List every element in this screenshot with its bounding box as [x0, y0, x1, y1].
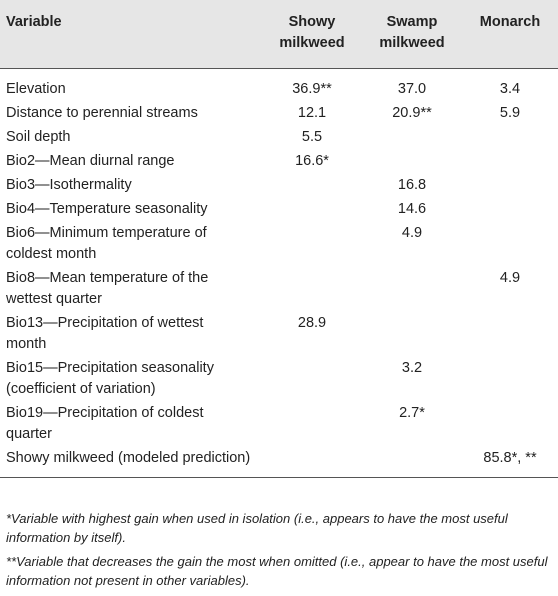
header-swamp-milkweed: Swamp milkweed [362, 0, 462, 69]
cell-monarch [462, 357, 558, 402]
cell-variable: Showy milkweed (modeled prediction) [0, 447, 262, 478]
header-monarch: Monarch [462, 0, 558, 69]
cell-showy: 28.9 [297, 315, 327, 331]
table-row: Bio19—Precipitation of coldest quarter 2… [0, 402, 558, 447]
cell-variable-line1: Bio13—Precipitation of wettest [6, 315, 204, 331]
table-row: Showy milkweed (modeled prediction) 85.8… [0, 447, 558, 478]
cell-swamp [362, 126, 462, 150]
table-row: Bio15—Precipitation seasonality (coeffic… [0, 357, 558, 402]
cell-swamp: 4.9 [401, 225, 423, 241]
table-row: Bio8—Mean temperature of the wettest qua… [0, 267, 558, 312]
cell-variable: Elevation [6, 81, 66, 97]
cell-variable: Bio13—Precipitation of wettest month [0, 312, 262, 357]
cell-variable: Bio2—Mean diurnal range [6, 153, 175, 169]
cell-monarch: 85.8*, ** [462, 447, 558, 478]
cell-variable: Bio8—Mean temperature of the wettest qua… [0, 267, 262, 312]
cell-swamp [362, 447, 462, 478]
cell-showy [262, 447, 362, 478]
cell-monarch [462, 198, 558, 222]
cell-monarch [462, 126, 558, 150]
table-row: Soil depth 5.5 [0, 126, 558, 150]
cell-monarch [462, 150, 558, 174]
cell-variable-line2: (coefficient of variation) [6, 381, 156, 397]
table-row: Distance to perennial streams 12.1 20.9*… [0, 102, 558, 126]
cell-showy [262, 267, 362, 312]
cell-variable-line1: Bio15—Precipitation seasonality [6, 360, 214, 376]
cell-swamp [362, 312, 462, 357]
cell-variable-line1: Bio6—Minimum temperature of [6, 225, 207, 241]
table-row: Bio13—Precipitation of wettest month 28.… [0, 312, 558, 357]
cell-variable-line1: Bio8—Mean temperature of the [6, 270, 209, 286]
footnote-double-asterisk: **Variable that decreases the gain the m… [6, 554, 548, 588]
cell-monarch [462, 402, 558, 447]
cell-swamp [362, 267, 462, 312]
cell-swamp [362, 150, 462, 174]
cell-variable-line1: Bio19—Precipitation of coldest [6, 405, 204, 421]
cell-showy [262, 174, 362, 198]
header-variable: Variable [0, 0, 262, 69]
cell-variable: Bio6—Minimum temperature of coldest mont… [0, 222, 262, 267]
cell-variable: Soil depth [6, 129, 71, 145]
cell-showy: 5.5 [301, 129, 323, 145]
cell-monarch [462, 174, 558, 198]
cell-variable: Bio19—Precipitation of coldest quarter [0, 402, 262, 447]
cell-variable: Bio4—Temperature seasonality [6, 201, 208, 217]
table-row: Bio6—Minimum temperature of coldest mont… [0, 222, 558, 267]
cell-swamp: 14.6 [397, 201, 427, 217]
cell-swamp: 3.2 [401, 360, 423, 376]
table-body: Elevation 36.9** 37.0 3.4 Distance to pe… [0, 69, 558, 478]
header-showy-line1: Showy [288, 14, 336, 30]
cell-monarch: 4.9 [499, 270, 521, 286]
cell-monarch: 3.4 [499, 81, 521, 97]
cell-swamp: 16.8 [397, 177, 427, 193]
table-header: Variable Showy milkweed Swamp milkweed M… [0, 0, 558, 69]
cell-swamp: 37.0 [397, 81, 427, 97]
cell-monarch [462, 222, 558, 267]
table-row: Bio4—Temperature seasonality 14.6 [0, 198, 558, 222]
header-showy-line2: milkweed [279, 35, 345, 51]
cell-swamp: 2.7* [399, 405, 425, 421]
header-swamp-line1: Swamp [386, 14, 438, 30]
cell-variable: Bio3—Isothermality [6, 177, 132, 193]
table-row: Elevation 36.9** 37.0 3.4 [0, 69, 558, 103]
cell-showy [262, 357, 362, 402]
cell-monarch: 5.9 [499, 105, 521, 121]
variable-contribution-table: Variable Showy milkweed Swamp milkweed M… [0, 0, 558, 478]
cell-showy: 16.6* [295, 153, 329, 169]
cell-variable: Distance to perennial streams [6, 105, 198, 121]
cell-showy: 12.1 [297, 105, 327, 121]
cell-showy [262, 198, 362, 222]
header-swamp-line2: milkweed [379, 35, 445, 51]
cell-showy [262, 222, 362, 267]
cell-showy: 36.9** [292, 81, 332, 97]
table-row: Bio2—Mean diurnal range 16.6* [0, 150, 558, 174]
cell-showy [262, 402, 362, 447]
cell-variable-line2: quarter [6, 426, 52, 442]
cell-monarch [462, 312, 558, 357]
header-row: Variable Showy milkweed Swamp milkweed M… [0, 0, 558, 69]
cell-variable: Bio15—Precipitation seasonality (coeffic… [0, 357, 262, 402]
cell-variable-line2: month [6, 336, 47, 352]
footnote-single-asterisk: *Variable with highest gain when used in… [6, 511, 508, 545]
header-showy-milkweed: Showy milkweed [262, 0, 362, 69]
cell-variable-line2: wettest quarter [6, 291, 102, 307]
table-row: Bio3—Isothermality 16.8 [0, 174, 558, 198]
cell-swamp: 20.9** [392, 105, 432, 121]
cell-variable-line2: coldest month [6, 246, 97, 262]
